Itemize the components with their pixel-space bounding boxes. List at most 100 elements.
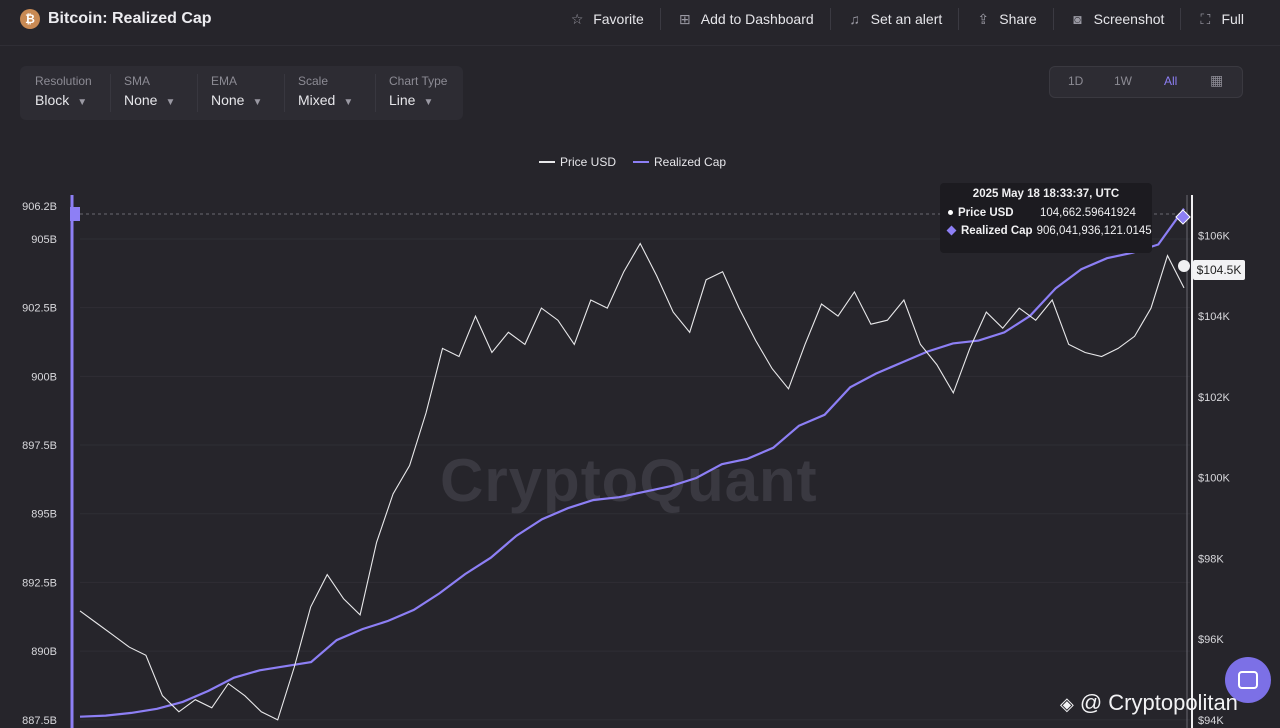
chat-icon <box>1238 671 1258 689</box>
sma-value: None <box>124 92 158 108</box>
chat-support-button[interactable] <box>1225 657 1271 703</box>
realized-cap-points <box>79 208 1185 718</box>
chevron-down-icon: ▼ <box>77 97 88 108</box>
chart-controls: Resolution Block ▼ SMA None ▼ EMA None ▼ Sc… <box>20 66 463 120</box>
share-label: Share <box>999 11 1037 27</box>
control-divider <box>110 74 111 112</box>
bitcoin-logo-icon: ₿ <box>20 9 40 29</box>
share-button[interactable]: ⇪ Share <box>959 11 1052 28</box>
favorite-button[interactable]: ☆ Favorite <box>553 11 660 28</box>
realized-cap-series-line <box>79 208 1185 718</box>
camera-icon: ◙ <box>1073 11 1082 27</box>
realized-cap-diamond-icon <box>946 226 957 236</box>
right-tick-label: $104K <box>1198 311 1230 323</box>
right-axis: $106K $104K $102K $100K $98K $96K $94K <box>1198 230 1230 727</box>
binance-icon: ◈ <box>1060 694 1074 714</box>
calendar-icon[interactable]: ▦ <box>1210 72 1224 88</box>
price-hover-marker <box>1178 260 1190 272</box>
left-tick-label: 892.5B <box>22 577 57 589</box>
legend: Price USD Realized Cap <box>539 155 726 169</box>
left-tick-label: 902.5B <box>22 303 57 315</box>
add-to-dashboard-button[interactable]: ⊞ Add to Dashboard <box>661 11 830 28</box>
right-tick-label: $100K <box>1198 473 1230 485</box>
chart-type-label: Chart Type <box>389 74 448 88</box>
control-divider <box>197 74 198 112</box>
scale-label: Scale <box>298 74 329 88</box>
right-tick-label: $102K <box>1198 392 1230 404</box>
range-all-button[interactable]: All <box>1164 74 1178 88</box>
tooltip-price-row: Price USD 104,662.59641924 <box>948 204 1144 222</box>
grid <box>80 238 1190 721</box>
tooltip-cap-label: Realized Cap <box>961 225 1033 237</box>
toolbar-actions: ☆ Favorite ⊞ Add to Dashboard ♫ Set an a… <box>553 8 1260 30</box>
left-tick-label: 895B <box>31 509 57 521</box>
screenshot-label: Screenshot <box>1093 11 1165 27</box>
ema-select[interactable]: EMA None ▼ <box>211 74 262 108</box>
resolution-select[interactable]: Resolution Block ▼ <box>35 74 92 108</box>
sma-label: SMA <box>124 74 151 88</box>
brand-text: @ Cryptopolitan <box>1079 690 1238 715</box>
resolution-value: Block <box>35 92 70 108</box>
screenshot-button[interactable]: ◙ Screenshot <box>1054 11 1181 27</box>
brand-watermark: ◈ @ Cryptopolitan <box>1060 690 1238 716</box>
left-axis: 906.2B 905B 902.5B 900B 897.5B 895B 892.5B 890B… <box>22 201 57 727</box>
left-tick-label: 890B <box>31 646 57 658</box>
set-alert-button[interactable]: ♫ Set an alert <box>831 11 959 27</box>
scale-select[interactable]: Scale Mixed ▼ <box>298 74 353 108</box>
favorite-label: Favorite <box>593 11 644 27</box>
ema-value: None <box>211 92 245 108</box>
top-bar: ₿ Bitcoin: Realized Cap ☆ Favorite ⊞ Add… <box>0 0 1280 46</box>
share-icon: ⇪ <box>977 10 990 27</box>
toolbar-divider <box>659 8 661 30</box>
tooltip-cap-row: Realized Cap 906,041,936,121.0145 <box>946 222 1152 240</box>
left-tick-label: 897.5B <box>22 440 57 452</box>
chart-type-value: Line <box>389 92 416 108</box>
toolbar-divider <box>1052 8 1054 30</box>
right-tick-label: $96K <box>1198 634 1224 646</box>
left-tick-label: 906.2B <box>22 201 57 213</box>
tooltip-time: 2025 May 18 18:33:37, UTC <box>972 188 1120 200</box>
fullscreen-icon: ⛶ <box>1200 10 1211 27</box>
legend-realized-cap: Realized Cap <box>654 155 726 169</box>
chart-type-select[interactable]: Chart Type Line ▼ <box>389 74 447 108</box>
tooltip-cap-value: 906,041,936,121.0145 <box>1036 225 1152 237</box>
chevron-down-icon: ▼ <box>423 97 434 108</box>
left-axis-marker <box>70 207 80 221</box>
left-tick-label: 900B <box>31 371 57 383</box>
range-selector: 1D 1W All ▦ <box>1049 66 1243 98</box>
watermark: CryptoQuant <box>440 447 818 514</box>
scale-value: Mixed <box>298 92 336 108</box>
left-tick-label: 905B <box>31 234 57 246</box>
price-series-line <box>79 242 1185 721</box>
hover-tooltip: 2025 May 18 18:33:37, UTC Price USD 104,… <box>940 183 1152 253</box>
price-points <box>79 243 1185 721</box>
control-divider <box>375 74 376 112</box>
left-tick-label: 887.5B <box>22 715 57 727</box>
price-dot-icon <box>948 210 953 216</box>
range-1w-button[interactable]: 1W <box>1114 74 1132 88</box>
chevron-down-icon: ▼ <box>165 97 176 108</box>
fullscreen-button[interactable]: ⛶ Full <box>1181 11 1260 28</box>
chevron-down-icon: ▼ <box>252 97 263 108</box>
sma-select[interactable]: SMA None ▼ <box>124 74 175 108</box>
star-icon: ☆ <box>570 10 584 27</box>
toolbar-divider <box>958 8 960 30</box>
current-price-tag: $104.5K <box>1193 260 1245 280</box>
add-to-dashboard-label: Add to Dashboard <box>700 11 814 27</box>
right-tick-label: $106K <box>1198 230 1230 242</box>
page-title: Bitcoin: Realized Cap <box>48 10 212 27</box>
realized-cap-hover-marker <box>1175 209 1191 225</box>
right-tick-label: $98K <box>1198 553 1224 565</box>
add-dashboard-icon: ⊞ <box>678 10 691 27</box>
tooltip-price-label: Price USD <box>958 207 1014 219</box>
ema-label: EMA <box>211 74 238 88</box>
chevron-down-icon: ▼ <box>343 97 354 108</box>
control-divider <box>284 74 285 112</box>
range-1d-button[interactable]: 1D <box>1068 74 1084 88</box>
resolution-label: Resolution <box>35 74 92 88</box>
bell-icon: ♫ <box>849 11 860 27</box>
toolbar-divider <box>829 8 831 30</box>
legend-price: Price USD <box>560 155 616 169</box>
tooltip-price-value: 104,662.59641924 <box>1040 207 1136 219</box>
